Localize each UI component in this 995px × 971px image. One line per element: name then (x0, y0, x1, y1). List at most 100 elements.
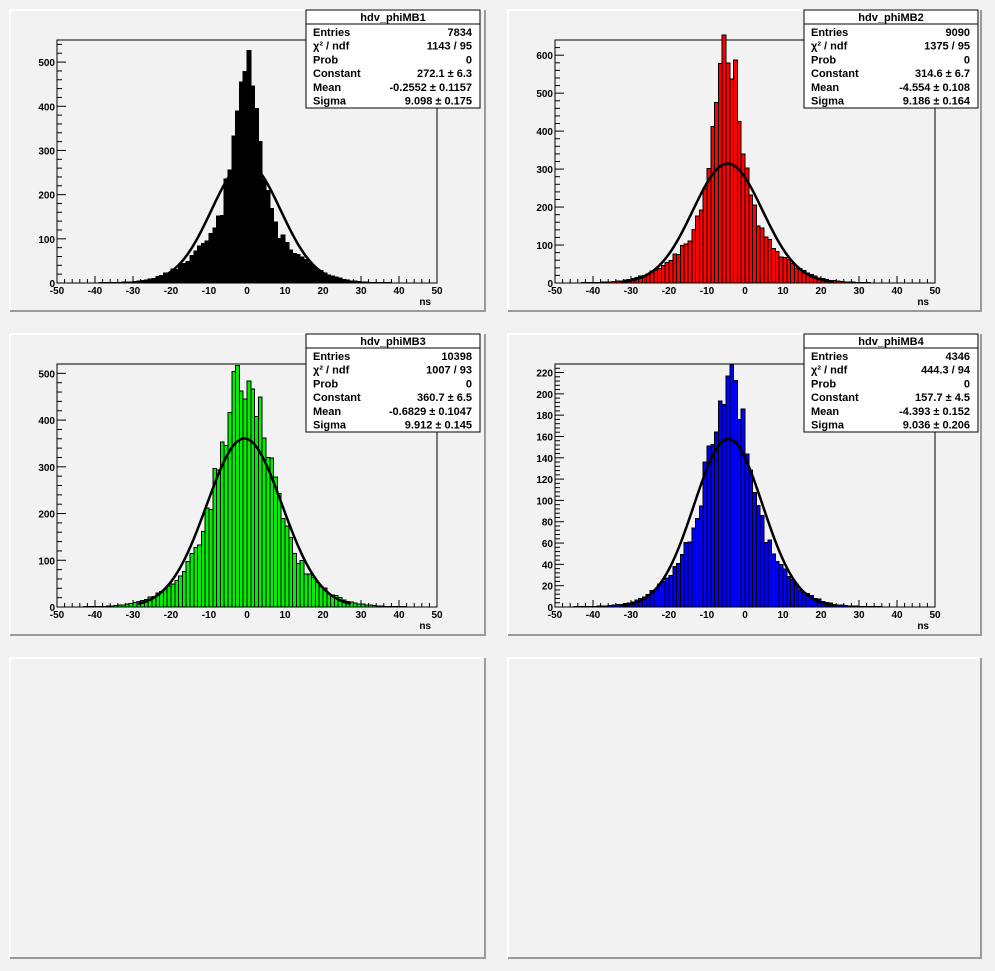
x-axis-title: ns (917, 297, 929, 308)
histogram-bar (615, 280, 621, 284)
y-tick-label: 160 (536, 432, 553, 443)
histogram-bar (261, 178, 267, 284)
histogram-bar (204, 240, 210, 284)
histogram-bar (676, 253, 681, 284)
y-tick-label: 140 (536, 454, 553, 465)
histogram-bar (193, 547, 199, 608)
stat-label: Sigma (313, 96, 347, 108)
histogram-bar (698, 209, 704, 284)
histogram-bar (600, 605, 605, 608)
histogram-bar (189, 254, 195, 284)
histogram-bar (231, 135, 237, 284)
histogram-bar (257, 141, 263, 284)
stat-label: Entries (811, 27, 848, 39)
y-tick-label: 500 (38, 369, 55, 380)
histogram-bar (117, 281, 123, 284)
y-tick-label: 200 (536, 390, 553, 401)
y-tick-label: 400 (536, 127, 553, 138)
stat-box-title: hdv_phiMB1 (360, 12, 425, 24)
x-tick-label: 0 (244, 610, 250, 621)
histogram-bar (185, 560, 191, 608)
histogram-bar (752, 204, 757, 284)
histogram-bar (588, 605, 594, 608)
x-tick-label: 30 (853, 610, 865, 621)
x-tick-label: 20 (317, 286, 329, 297)
histogram-bar (364, 281, 370, 284)
stat-label: χ² / ndf (313, 41, 350, 53)
pad-background (508, 658, 981, 958)
y-tick-label: 100 (38, 235, 55, 246)
histogram-bar (371, 281, 377, 284)
histogram-bar (744, 453, 750, 608)
histogram-bar (200, 243, 206, 284)
histogram-bar (292, 552, 297, 608)
stat-box: hdv_phiMB1 Entries 7834 χ² / ndf 1143 / 95 Pr… (305, 9, 481, 109)
histogram-bar (174, 579, 180, 608)
histogram-bar (216, 469, 221, 608)
histogram-bar (721, 403, 727, 608)
histogram-bar (835, 604, 841, 608)
y-tick-label: 100 (536, 241, 553, 252)
histogram-bar (790, 578, 795, 608)
histogram-bar (212, 227, 218, 284)
histogram-bar (714, 431, 719, 608)
stat-value: 0 (964, 378, 970, 390)
histogram-bar (767, 239, 773, 284)
histogram-bar (733, 379, 738, 608)
histogram-bar (276, 493, 282, 608)
x-axis-title: ns (917, 621, 929, 632)
histogram-bar (299, 256, 305, 284)
histogram-bar (314, 582, 320, 608)
histogram-bar (778, 256, 784, 284)
histogram-bar (767, 539, 773, 608)
x-tick-label: -20 (662, 286, 677, 297)
histogram-bar (368, 604, 373, 608)
histogram-bar (227, 412, 233, 608)
histogram-bar (706, 168, 712, 284)
histogram-bar (185, 260, 191, 284)
histogram-bar (835, 280, 841, 284)
y-tick-label: 20 (542, 582, 554, 593)
stat-box-title: hdv_phiMB3 (360, 336, 425, 348)
histogram-bar (698, 505, 704, 608)
histogram-bar (307, 573, 313, 608)
histogram-bar (668, 260, 674, 284)
stat-label: Constant (811, 392, 859, 404)
stat-value: 0 (466, 54, 472, 66)
stat-label: Prob (811, 54, 836, 66)
x-tick-label: -10 (700, 286, 715, 297)
histogram-bar (113, 605, 119, 608)
histogram-bar (178, 263, 183, 284)
histogram-bar (695, 517, 700, 608)
stat-value: 0 (964, 54, 970, 66)
histogram-bar (200, 531, 206, 608)
x-tick-label: -40 (586, 610, 601, 621)
pad-shadow-edge (10, 10, 486, 312)
histogram-bar (314, 269, 320, 284)
histogram-bar (717, 63, 723, 284)
histogram-bar (596, 281, 602, 284)
histogram-bar (288, 536, 294, 608)
histogram-bar (596, 605, 602, 608)
stat-value: 0 (466, 378, 472, 390)
histogram-bar (679, 553, 685, 608)
histogram-bar (181, 571, 187, 608)
y-tick-label: 40 (542, 560, 554, 571)
histogram-bar (174, 269, 180, 284)
histogram-bars (554, 34, 936, 284)
histogram-bar (288, 249, 294, 284)
histogram-bar (250, 388, 256, 608)
stat-value: -0.6829 ± 0.1047 (389, 406, 472, 418)
y-tick-label: 500 (536, 89, 553, 100)
histogram-bar (839, 281, 845, 284)
y-tick-label: 120 (536, 475, 553, 486)
histogram-bar (162, 588, 168, 608)
stat-value: 360.7 ± 6.5 (417, 392, 472, 404)
x-tick-label: 20 (815, 610, 827, 621)
histogram-bar (128, 281, 134, 284)
y-tick-label: 0 (547, 603, 553, 614)
histogram-bar (246, 380, 252, 608)
